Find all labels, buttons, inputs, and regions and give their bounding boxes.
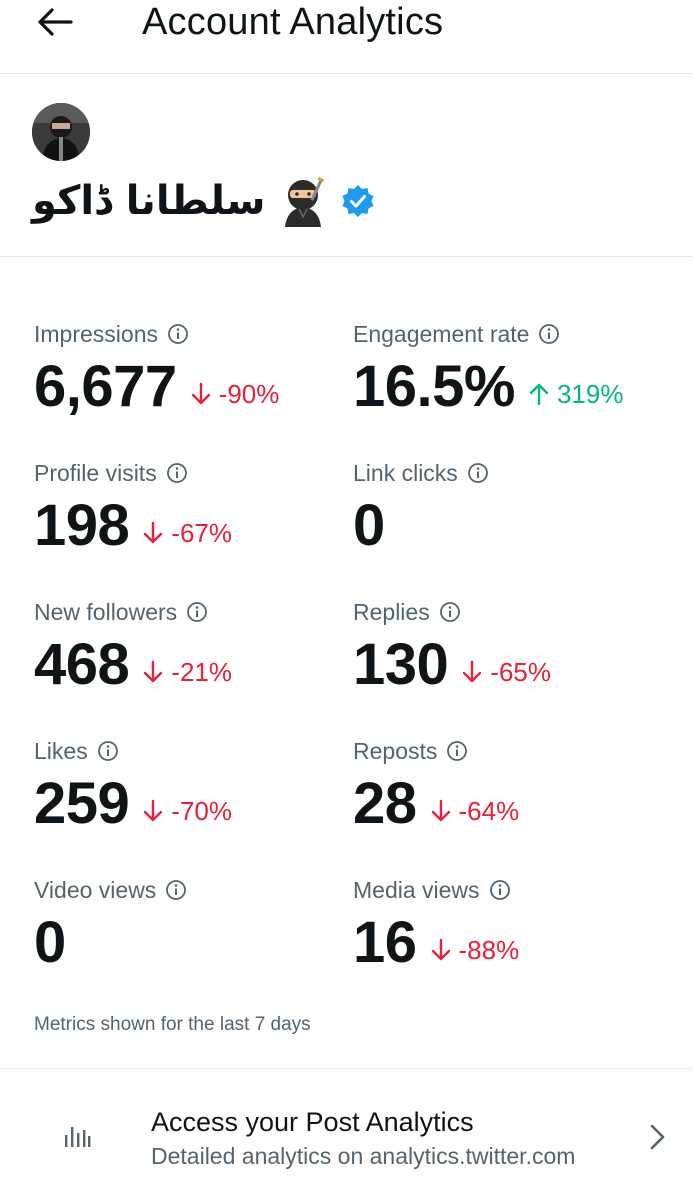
verified-badge-icon [342, 185, 374, 217]
metric-replies: Replies 130 -65% [353, 597, 551, 697]
ninja-emoji-icon [285, 176, 325, 227]
metric-label: Link clicks [353, 459, 458, 486]
metric-profile-visits: Profile visits 198 -67% [34, 458, 232, 558]
delta-value: -70% [171, 795, 232, 826]
arrow-down-icon [191, 382, 210, 405]
page-title: Account Analytics [142, 1, 444, 43]
info-icon[interactable] [439, 601, 461, 623]
metric-impressions: Impressions 6,677 -90% [34, 319, 279, 419]
metric-label: Likes [34, 737, 88, 764]
display-name: سلطانا ڈاکو [32, 178, 266, 224]
metric-delta: -88% [431, 934, 520, 966]
metric-delta: -70% [143, 796, 232, 827]
metric-media-views: Media views 16 -88% [353, 875, 519, 975]
arrow-down-icon [144, 660, 163, 683]
metric-delta: -90% [191, 378, 280, 410]
back-button[interactable] [30, 0, 80, 44]
metric-value: 198 [34, 493, 130, 558]
info-icon[interactable] [97, 740, 119, 762]
metric-value: 0 [353, 493, 385, 558]
info-icon[interactable] [165, 879, 187, 901]
metric-value: 259 [34, 771, 130, 836]
metric-delta: -67% [143, 518, 232, 549]
info-icon[interactable] [446, 740, 468, 762]
info-icon[interactable] [166, 462, 188, 484]
metric-delta: -65% [462, 657, 551, 688]
metric-value: 130 [353, 632, 449, 697]
delta-value: -65% [490, 656, 551, 687]
metric-value: 16.5% [353, 354, 515, 419]
delta-value: -67% [171, 517, 232, 548]
metric-likes: Likes 259 -70% [34, 736, 232, 836]
delta-value: -88% [458, 934, 520, 965]
info-icon[interactable] [467, 462, 489, 484]
metrics-footnote: Metrics shown for the last 7 days [34, 1014, 311, 1035]
metric-link-clicks: Link clicks 0 [353, 458, 489, 558]
metric-new-followers: New followers 468 -21% [34, 597, 232, 697]
post-analytics-title: Access your Post Analytics [151, 1107, 474, 1137]
metric-label: Reposts [353, 737, 438, 764]
arrow-left-icon [38, 8, 73, 36]
avatar[interactable] [32, 103, 90, 161]
metric-label: Video views [34, 876, 157, 903]
metric-label: Impressions [34, 320, 158, 347]
metric-delta: -21% [143, 657, 232, 688]
metric-video-views: Video views 0 [34, 875, 187, 975]
post-analytics-subtitle: Detailed analytics on analytics.twitter.… [151, 1143, 576, 1169]
metric-value: 28 [353, 771, 417, 836]
metric-label: Media views [353, 876, 480, 903]
delta-value: -90% [218, 378, 280, 409]
info-icon[interactable] [489, 879, 511, 901]
metric-label: Profile visits [34, 459, 157, 486]
chevron-right-icon [650, 1124, 665, 1150]
metric-reposts: Reposts 28 -64% [353, 736, 519, 836]
bar-chart-icon [65, 1127, 91, 1147]
arrow-down-icon [463, 660, 482, 683]
post-analytics-link[interactable]: Access your Post Analytics Detailed anal… [0, 1068, 693, 1200]
metric-delta: 319% [529, 378, 624, 410]
delta-value: -21% [171, 656, 232, 687]
name-row: سلطانا ڈاکو [32, 171, 375, 231]
info-icon[interactable] [538, 323, 560, 345]
metric-value: 0 [34, 910, 66, 975]
delta-value: -64% [458, 795, 520, 826]
arrow-down-icon [431, 938, 450, 961]
metric-label: Replies [353, 598, 430, 625]
arrow-up-icon [529, 383, 549, 406]
metric-value: 16 [353, 910, 417, 975]
metric-label: New followers [34, 598, 178, 625]
metric-engagement-rate: Engagement rate 16.5% 319% [353, 319, 623, 419]
metric-value: 468 [34, 632, 130, 697]
info-icon[interactable] [167, 323, 189, 345]
metric-delta: -64% [431, 795, 520, 827]
arrow-down-icon [144, 521, 163, 544]
header: Account Analytics [0, 0, 693, 74]
metric-label: Engagement rate [353, 320, 530, 347]
delta-value: 319% [556, 378, 624, 409]
info-icon[interactable] [186, 601, 208, 623]
profile-section: سلطانا ڈاکو [0, 75, 693, 257]
arrow-down-icon [144, 799, 163, 822]
metric-value: 6,677 [34, 354, 177, 419]
arrow-down-icon [431, 799, 450, 822]
